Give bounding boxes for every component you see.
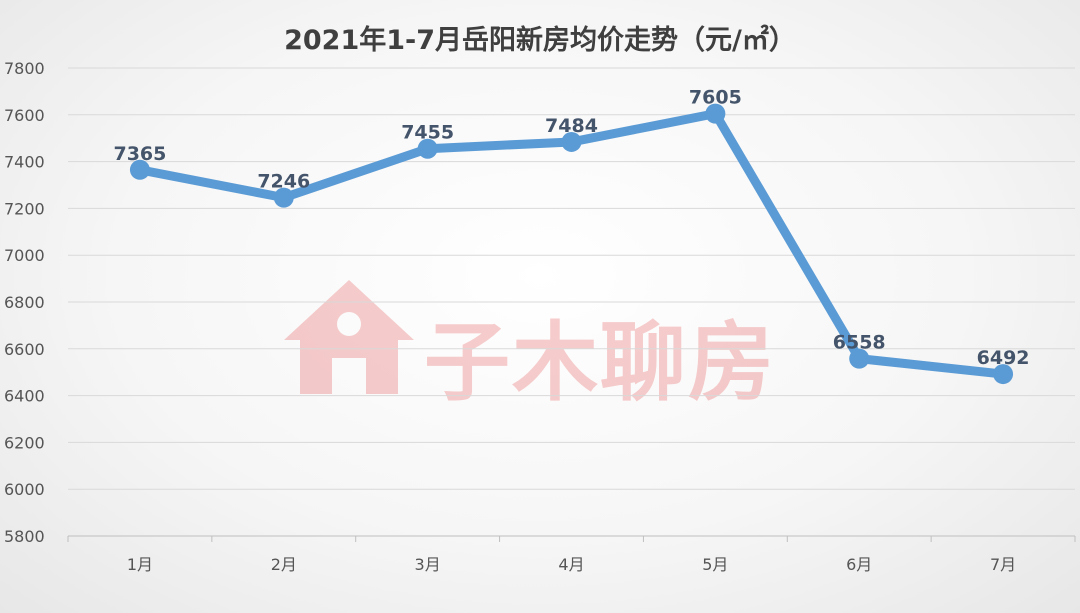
y-tick-label: 7600 bbox=[4, 106, 45, 125]
y-tick-label: 7800 bbox=[4, 59, 45, 78]
data-label: 7605 bbox=[689, 87, 742, 109]
y-tick-label: 7000 bbox=[4, 246, 45, 265]
data-label: 7484 bbox=[545, 115, 598, 137]
data-point bbox=[705, 103, 726, 124]
y-tick-label: 6800 bbox=[4, 293, 45, 312]
data-point bbox=[993, 364, 1014, 385]
data-point bbox=[273, 187, 294, 208]
data-label: 7246 bbox=[257, 171, 310, 193]
x-tick-label: 7月 bbox=[990, 555, 1016, 574]
x-tick-label: 5月 bbox=[702, 555, 728, 574]
data-label: 7455 bbox=[401, 122, 454, 144]
data-point bbox=[129, 159, 150, 180]
y-tick-label: 6000 bbox=[4, 480, 45, 499]
y-tick-label: 7400 bbox=[4, 153, 45, 172]
watermark: 子木聊房 bbox=[282, 278, 842, 413]
data-label: 6492 bbox=[977, 347, 1030, 369]
data-point bbox=[561, 131, 582, 152]
x-tick-label: 2月 bbox=[271, 555, 297, 574]
y-tick-label: 5800 bbox=[4, 527, 45, 546]
chart-title: 2021年1-7月岳阳新房均价走势（元/㎡） bbox=[284, 25, 796, 56]
watermark-text: 子木聊房 bbox=[424, 313, 776, 413]
house-icon bbox=[284, 280, 414, 394]
y-tick-label: 6600 bbox=[4, 340, 45, 359]
x-tick-label: 4月 bbox=[558, 555, 584, 574]
y-tick-label: 7200 bbox=[4, 199, 45, 218]
x-tick-label: 6月 bbox=[846, 555, 872, 574]
y-tick-label: 6200 bbox=[4, 433, 45, 452]
data-point bbox=[849, 348, 870, 369]
data-label: 6558 bbox=[833, 332, 886, 354]
x-tick-label: 1月 bbox=[127, 555, 153, 574]
data-point bbox=[417, 138, 438, 159]
x-tick-label: 3月 bbox=[415, 555, 441, 574]
y-tick-label: 6400 bbox=[4, 387, 45, 406]
data-label: 7365 bbox=[113, 143, 166, 165]
